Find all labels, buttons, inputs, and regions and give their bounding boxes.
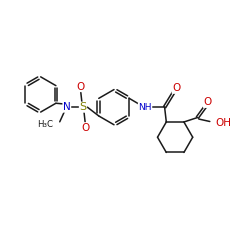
Text: O: O bbox=[81, 123, 90, 133]
Text: O: O bbox=[172, 83, 180, 93]
Text: OH: OH bbox=[216, 118, 232, 128]
Text: H₃C: H₃C bbox=[37, 120, 53, 129]
Text: O: O bbox=[76, 82, 85, 92]
Text: NH: NH bbox=[138, 103, 152, 112]
Text: N: N bbox=[63, 102, 71, 112]
Text: O: O bbox=[204, 98, 212, 108]
Text: S: S bbox=[80, 102, 86, 112]
